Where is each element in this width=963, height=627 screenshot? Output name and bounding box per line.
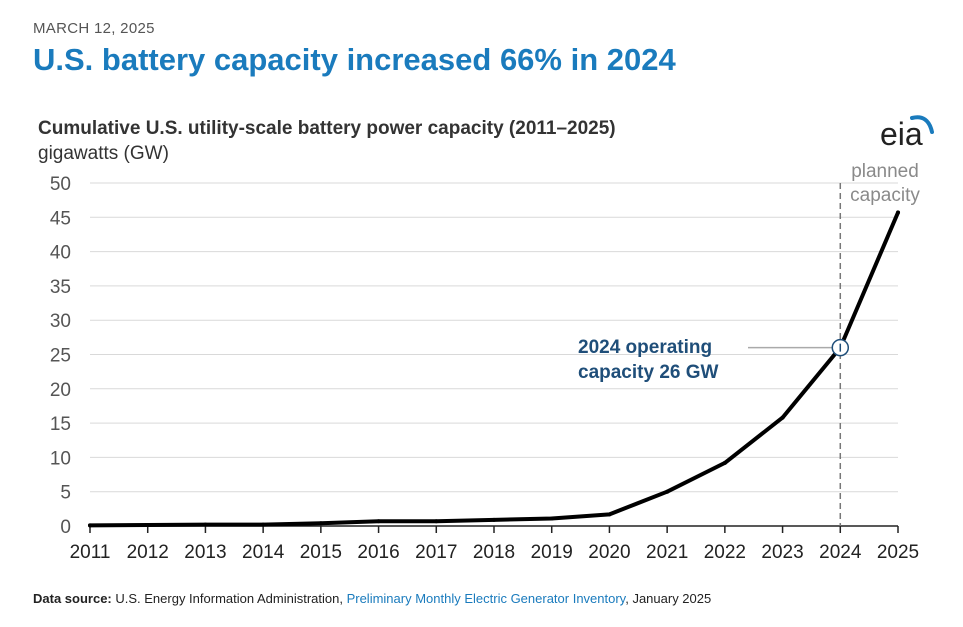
x-tick-label: 2019: [531, 542, 573, 563]
x-tick-label: 2022: [704, 542, 746, 563]
y-tick-label: 20: [50, 380, 71, 401]
eia-logo-text: eia: [880, 116, 923, 152]
x-axis-ticks: 2011 2012 2013 2014 2015 2016 2017 2018 2019 2020…: [70, 526, 919, 563]
data-source-label: Data source:: [33, 591, 112, 606]
headline: U.S. battery capacity increased 66% in 2…: [33, 42, 676, 77]
data-point: [665, 489, 670, 494]
x-tick-label: 2024: [819, 542, 862, 563]
y-tick-label: 40: [50, 243, 71, 264]
y-tick-label: 15: [50, 414, 71, 435]
y-tick-label: 5: [60, 483, 71, 504]
data-source-link[interactable]: Preliminary Monthly Electric Generator I…: [346, 591, 626, 606]
x-tick-label: 2014: [242, 542, 285, 563]
annotation-line2: capacity 26 GW: [578, 362, 719, 383]
capacity-series-line: [88, 210, 900, 528]
annotation-line1: 2024 operating: [578, 337, 712, 358]
chart-title: Cumulative U.S. utility-scale battery po…: [38, 118, 616, 139]
eia-logo: eia: [876, 112, 936, 156]
data-point: [376, 519, 381, 524]
planned-label-line1: planned: [851, 161, 919, 182]
x-tick-label: 2013: [184, 542, 226, 563]
x-tick-label: 2011: [70, 542, 111, 563]
x-tick-label: 2017: [415, 542, 457, 563]
data-point: [607, 512, 612, 517]
data-points: [88, 210, 900, 528]
data-point: [896, 210, 900, 215]
data-source-suffix: , January 2025: [625, 591, 712, 606]
y-tick-label: 10: [50, 448, 71, 469]
x-tick-label: 2020: [588, 542, 630, 563]
y-tick-label: 25: [50, 346, 71, 367]
data-point: [549, 516, 554, 521]
x-tick-label: 2021: [646, 542, 688, 563]
eia-logo-arc-icon: [910, 115, 934, 134]
data-source-text: U.S. Energy Information Administration,: [111, 591, 347, 606]
data-point: [780, 415, 785, 420]
publication-date: MARCH 12, 2025: [33, 20, 155, 37]
x-tick-label: 2018: [473, 542, 515, 563]
x-tick-label: 2023: [761, 542, 803, 563]
x-tick-label: 2016: [357, 542, 399, 563]
data-point: [203, 522, 208, 527]
data-point: [88, 523, 92, 528]
data-source-footer: Data source: U.S. Energy Information Adm…: [33, 591, 711, 606]
planned-label-line2: capacity: [850, 185, 920, 206]
y-tick-label: 50: [50, 174, 71, 195]
data-point: [145, 522, 150, 527]
y-tick-label: 30: [50, 311, 71, 332]
y-axis-ticks: 0 5 10 15 20 25 30 35 40 45 50: [50, 174, 71, 538]
data-point: [318, 521, 323, 526]
data-point: [434, 519, 439, 524]
y-tick-label: 0: [60, 517, 71, 538]
y-tick-label: 35: [50, 277, 71, 298]
x-tick-label: 2015: [300, 542, 342, 563]
data-point: [261, 522, 266, 527]
data-point: [492, 517, 496, 522]
gridlines: [90, 182, 898, 493]
x-tick-label: 2025: [877, 542, 919, 563]
x-tick-label: 2012: [127, 542, 169, 563]
y-axis-unit-label: gigawatts (GW): [38, 143, 169, 164]
y-tick-label: 45: [50, 208, 71, 229]
data-point: [722, 460, 727, 465]
